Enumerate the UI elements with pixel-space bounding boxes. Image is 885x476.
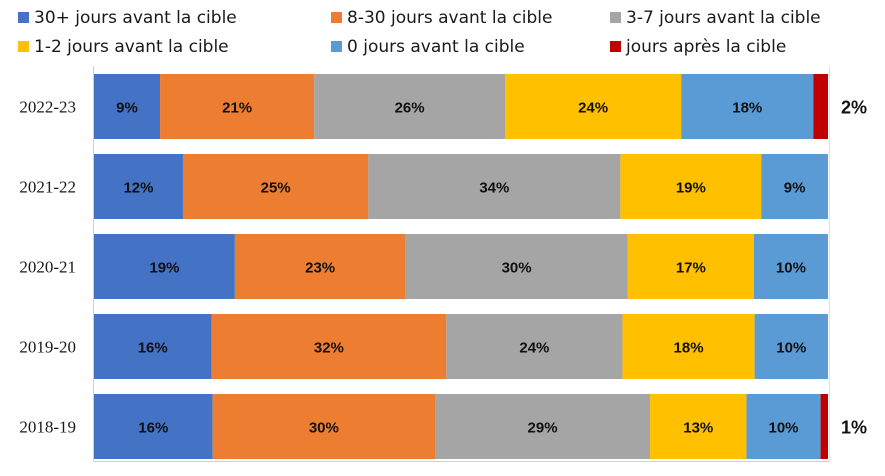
- legend-label-6: jours après la cible: [625, 37, 786, 57]
- data-label-2018-19-series-4: 13%: [683, 420, 713, 437]
- category-labels: 2022-23 2021-22 2020-21 2019-20 2018-19: [19, 98, 76, 437]
- data-label-2020-21-series-2: 23%: [305, 260, 335, 277]
- data-label-2019-20-series-5: 10%: [776, 340, 806, 357]
- legend-label-5: 0 jours avant la cible: [347, 37, 525, 57]
- data-label-2022-23-series-2: 21%: [222, 100, 252, 117]
- bar-2018-19-series-4: [650, 394, 747, 459]
- legend-label-4: 1-2 jours avant la cible: [34, 37, 229, 57]
- legend: 30+ jours avant la cible 8-30 jours avant…: [18, 8, 821, 57]
- data-label-2018-19-series-2: 30%: [309, 420, 339, 437]
- bar-2020-21-series-4: [627, 234, 754, 299]
- bar-2020-21-series-1: [94, 234, 235, 299]
- data-label-2022-23-series-6: 2%: [841, 98, 867, 118]
- category-label-2018-19: 2018-19: [19, 418, 76, 437]
- data-label-2018-19-series-6: 1%: [841, 418, 867, 438]
- bar-2019-20-series-3: [446, 314, 623, 379]
- data-label-2021-22-series-5: 9%: [784, 180, 806, 197]
- data-label-2018-19-series-3: 29%: [528, 420, 558, 437]
- category-label-2022-23: 2022-23: [19, 98, 76, 117]
- data-label-2018-19-series-1: 16%: [138, 420, 168, 437]
- plot-area: 9% 21% 26% 24% 18% 2% 12% 25% 34% 19% 9% 19% 23% 30% 1…: [19, 66, 867, 462]
- bar-2022-23-series-2: [160, 74, 315, 139]
- data-label-2022-23-series-4: 24%: [578, 100, 608, 117]
- bar-2019-20-series-4: [622, 314, 755, 379]
- bar-2018-19-series-1: [94, 394, 213, 459]
- bar-2022-23-series-4: [505, 74, 682, 139]
- bar-2020-21-series-3: [405, 234, 628, 299]
- bar-2021-22-series-3: [368, 154, 621, 219]
- bar-2018-19-series-6: [820, 394, 828, 459]
- bar-2021-22-series-5: [761, 154, 828, 219]
- data-label-2020-21-series-1: 19%: [149, 260, 179, 277]
- data-label-2022-23-series-1: 9%: [116, 100, 138, 117]
- bar-2020-21-series-2: [234, 234, 406, 299]
- bar-2022-23-series-5: [681, 74, 814, 139]
- legend-label-1: 30+ jours avant la cible: [34, 8, 237, 28]
- data-label-2022-23-series-3: 26%: [395, 100, 425, 117]
- legend-swatch-2: [331, 12, 342, 23]
- data-label-2020-21-series-5: 10%: [776, 260, 806, 277]
- data-label-2019-20-series-4: 18%: [674, 340, 704, 357]
- data-label-2021-22-series-4: 19%: [676, 180, 706, 197]
- bar-2018-19-series-2: [212, 394, 436, 459]
- category-label-2021-22: 2021-22: [19, 178, 76, 197]
- bar-2022-23-series-6: [813, 74, 828, 139]
- data-label-2019-20-series-3: 24%: [519, 340, 549, 357]
- legend-swatch-5: [331, 41, 342, 52]
- bar-2018-19-series-5: [746, 394, 821, 459]
- data-label-2021-22-series-2: 25%: [261, 180, 291, 197]
- bar-2022-23-series-3: [314, 74, 506, 139]
- data-label-2020-21-series-3: 30%: [502, 260, 532, 277]
- legend-swatch-6: [610, 41, 621, 52]
- bar-2022-23-series-1: [94, 74, 161, 139]
- data-label-2022-23-series-5: 18%: [732, 100, 762, 117]
- bar-2018-19-series-3: [435, 394, 651, 459]
- data-label-2019-20-series-1: 16%: [138, 340, 168, 357]
- legend-swatch-4: [18, 41, 29, 52]
- bar-2019-20-series-5: [754, 314, 828, 379]
- bars: 9% 21% 26% 24% 18% 2% 12% 25% 34% 19% 9% 19% 23% 30% 1…: [94, 74, 867, 459]
- legend-swatch-1: [18, 12, 29, 23]
- bar-2019-20-series-2: [211, 314, 447, 379]
- data-label-2020-21-series-4: 17%: [676, 260, 706, 277]
- category-label-2020-21: 2020-21: [19, 258, 76, 277]
- data-label-2021-22-series-1: 12%: [123, 180, 153, 197]
- bar-2020-21-series-5: [753, 234, 828, 299]
- bar-2019-20-series-1: [94, 314, 212, 379]
- data-label-2019-20-series-2: 32%: [314, 340, 344, 357]
- data-label-2021-22-series-3: 34%: [479, 180, 509, 197]
- bar-2021-22-series-4: [620, 154, 762, 219]
- legend-label-2: 8-30 jours avant la cible: [347, 8, 552, 28]
- bar-2021-22-series-1: [94, 154, 183, 219]
- legend-swatch-3: [610, 12, 621, 23]
- category-label-2019-20: 2019-20: [19, 338, 76, 357]
- legend-label-3: 3-7 jours avant la cible: [626, 8, 821, 28]
- bar-2021-22-series-2: [182, 154, 369, 219]
- data-label-2018-19-series-5: 10%: [768, 420, 798, 437]
